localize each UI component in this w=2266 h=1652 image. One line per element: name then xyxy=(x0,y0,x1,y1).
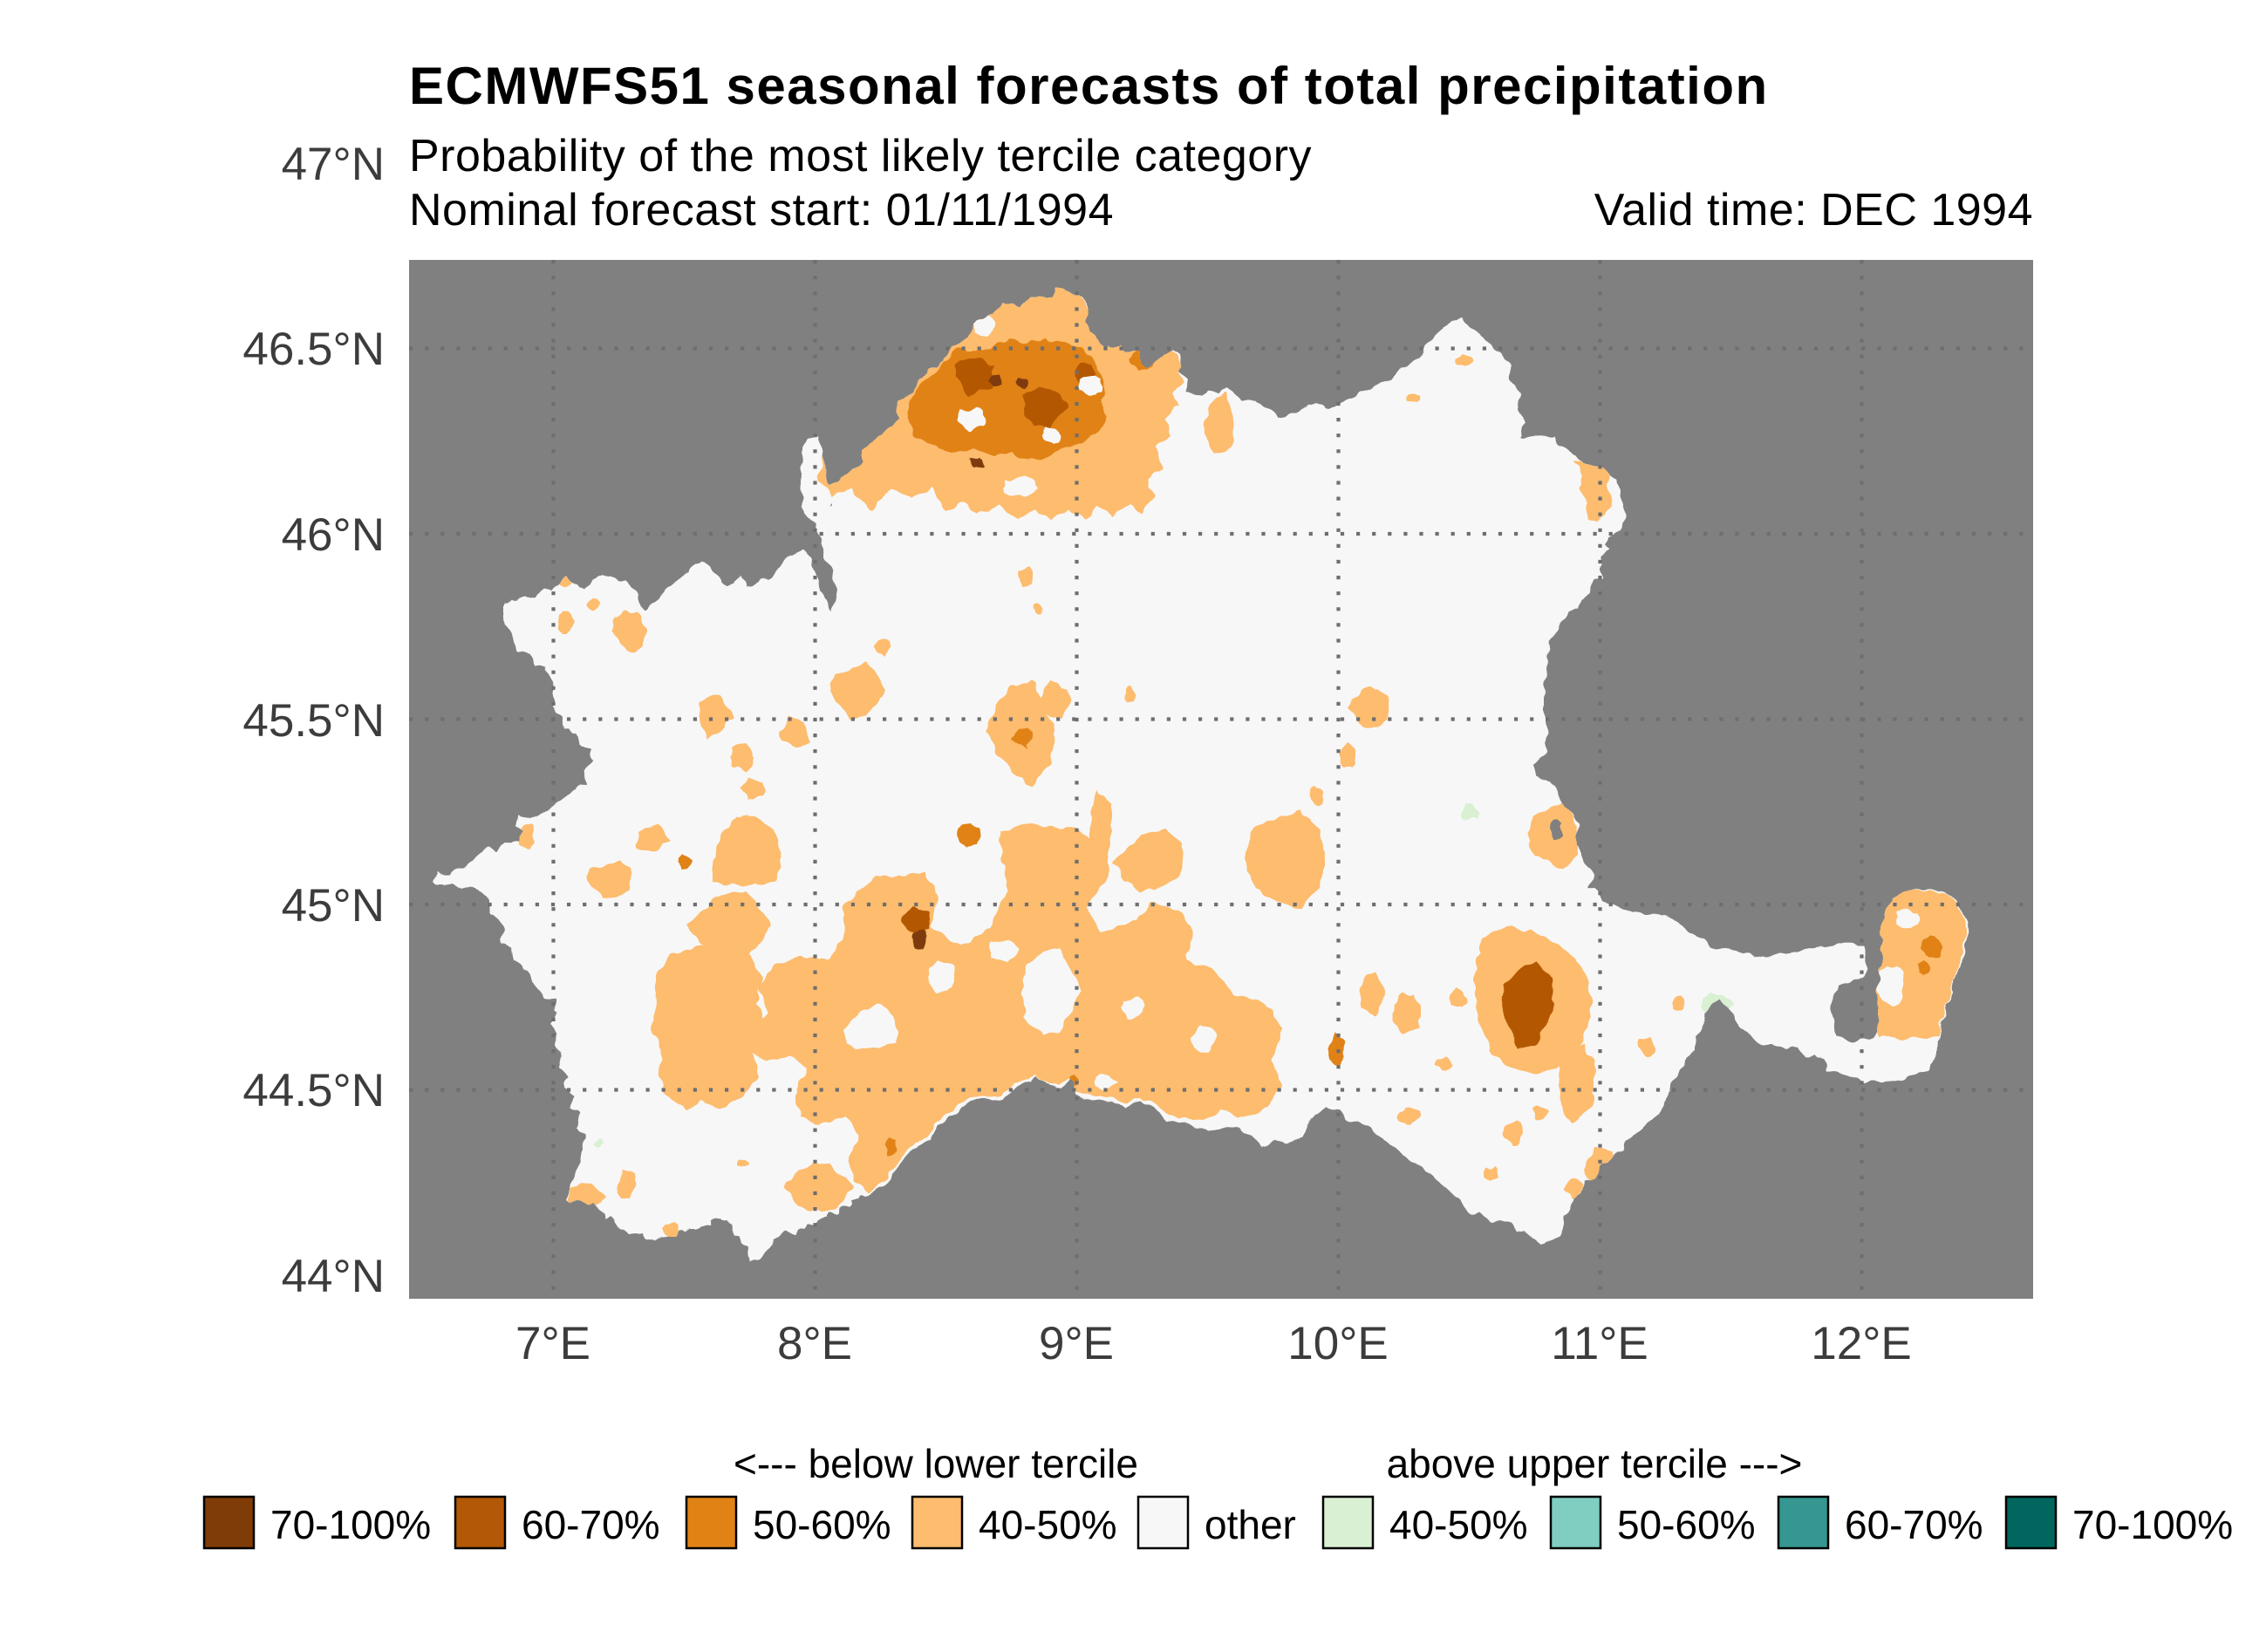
svg-text:50-60%: 50-60% xyxy=(1617,1502,1756,1547)
svg-text:10°E: 10°E xyxy=(1287,1318,1389,1369)
svg-text:45°N: 45°N xyxy=(282,880,385,932)
svg-text:45.5°N: 45.5°N xyxy=(242,695,385,747)
svg-text:47°N: 47°N xyxy=(282,139,385,190)
svg-text:60-70%: 60-70% xyxy=(1845,1502,1983,1547)
svg-text:9°E: 9°E xyxy=(1039,1318,1114,1369)
svg-text:40-50%: 40-50% xyxy=(979,1502,1117,1547)
svg-text:46°N: 46°N xyxy=(282,509,385,561)
svg-text:44.5°N: 44.5°N xyxy=(242,1065,385,1116)
svg-text:Probability of the most likely: Probability of the most likely tercile c… xyxy=(409,131,1312,181)
svg-text:above upper tercile --->: above upper tercile ---> xyxy=(1387,1441,1803,1486)
svg-text:40-50%: 40-50% xyxy=(1389,1502,1528,1547)
svg-text:7°E: 7°E xyxy=(515,1318,590,1369)
svg-text:<--- below lower tercile: <--- below lower tercile xyxy=(734,1441,1138,1486)
svg-text:50-60%: 50-60% xyxy=(753,1502,891,1547)
svg-text:other: other xyxy=(1205,1502,1296,1547)
svg-text:46.5°N: 46.5°N xyxy=(242,324,385,375)
svg-text:44°N: 44°N xyxy=(282,1251,385,1302)
svg-text:8°E: 8°E xyxy=(777,1318,852,1369)
svg-text:11°E: 11°E xyxy=(1551,1318,1648,1369)
svg-text:60-70%: 60-70% xyxy=(522,1502,660,1547)
svg-text:ECMWFS51 seasonal forecasts of: ECMWFS51 seasonal forecasts of total pre… xyxy=(409,57,1769,115)
svg-text:Valid time: DEC 1994: Valid time: DEC 1994 xyxy=(1594,185,2033,236)
svg-text:70-100%: 70-100% xyxy=(270,1502,431,1547)
svg-text:12°E: 12°E xyxy=(1811,1318,1912,1369)
svg-text:70-100%: 70-100% xyxy=(2072,1502,2233,1547)
svg-text:Nominal forecast start: 01/11/: Nominal forecast start: 01/11/1994 xyxy=(409,185,1114,236)
